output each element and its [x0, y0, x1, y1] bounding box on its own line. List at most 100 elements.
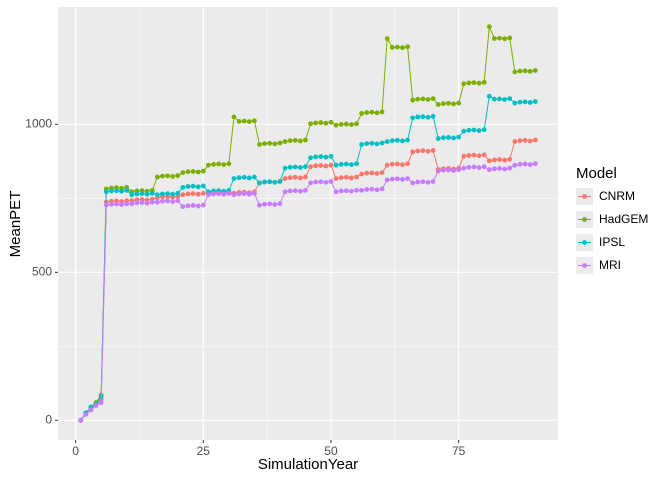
data-point [349, 175, 354, 181]
data-point [149, 199, 155, 205]
data-point [440, 167, 446, 173]
data-point [323, 154, 329, 160]
data-point [308, 155, 313, 161]
data-point [328, 153, 334, 159]
data-point [384, 36, 390, 41]
data-point [308, 180, 313, 186]
data-point [476, 128, 482, 133]
data-point [185, 184, 191, 189]
data-point [415, 179, 421, 185]
data-point [236, 118, 242, 124]
data-point [108, 201, 114, 207]
data-point [405, 176, 410, 181]
data-point [502, 166, 508, 172]
data-point [512, 162, 518, 168]
data-point [190, 183, 196, 189]
data-point [170, 199, 176, 204]
data-point [160, 198, 165, 204]
data-point [200, 190, 206, 196]
data-point [532, 161, 538, 167]
data-point [303, 137, 308, 143]
data-point [154, 192, 160, 198]
data-point [287, 175, 293, 181]
data-point [272, 179, 278, 185]
data-point [282, 165, 288, 171]
data-point [338, 188, 344, 194]
data-point [139, 200, 145, 205]
data-point [277, 201, 283, 207]
data-point [394, 137, 400, 143]
data-point [456, 100, 462, 106]
data-point [502, 36, 508, 42]
data-point [384, 162, 390, 168]
x-tick-label: 0 [72, 444, 79, 458]
data-point [165, 198, 170, 204]
data-point [466, 127, 472, 133]
data-point [195, 169, 201, 175]
data-point [481, 79, 487, 85]
data-point [129, 201, 135, 207]
data-point [124, 201, 130, 207]
data-point [349, 162, 354, 168]
data-point [497, 35, 502, 41]
data-point [461, 153, 467, 159]
y-tick-label: 1000 [25, 117, 52, 131]
data-point [297, 175, 303, 181]
data-point [374, 110, 380, 116]
data-point [481, 127, 487, 133]
data-point [492, 36, 497, 41]
y-axis-title: MeanPET [7, 191, 24, 258]
data-point [486, 24, 492, 30]
data-point [206, 192, 211, 198]
data-point [139, 191, 145, 197]
data-point [170, 174, 176, 179]
data-point [303, 187, 308, 193]
data-point [440, 101, 446, 107]
data-point [476, 153, 482, 159]
data-point [354, 174, 359, 180]
data-point [303, 174, 308, 180]
y-tick-label: 0 [45, 412, 52, 426]
data-point [114, 201, 119, 207]
data-point [200, 168, 206, 174]
data-point [83, 411, 89, 417]
data-point [114, 188, 119, 194]
data-point [154, 174, 160, 180]
data-point [522, 68, 528, 74]
data-point [364, 110, 370, 115]
data-point [236, 191, 242, 197]
data-point [303, 164, 308, 170]
data-point [323, 120, 329, 126]
data-point [221, 162, 227, 168]
data-point [481, 164, 487, 170]
data-point [415, 96, 421, 102]
data-point [195, 203, 201, 209]
data-point [262, 179, 267, 185]
data-point [354, 161, 359, 167]
data-point [251, 190, 257, 196]
data-point [532, 137, 538, 143]
data-point [400, 45, 405, 51]
data-point [389, 44, 395, 50]
data-point [313, 154, 319, 160]
data-point [364, 170, 370, 176]
data-point [471, 152, 477, 158]
data-point [103, 202, 109, 208]
data-point [251, 174, 257, 180]
data-point [144, 200, 150, 206]
data-point [389, 176, 395, 182]
data-point [313, 120, 319, 126]
x-tick-label: 50 [324, 444, 338, 458]
data-point [292, 164, 298, 170]
data-point [430, 147, 436, 153]
data-point [456, 134, 462, 140]
data-point [410, 180, 416, 186]
data-point [216, 161, 222, 167]
data-point [78, 417, 84, 423]
data-point [292, 174, 298, 180]
data-point [333, 122, 339, 128]
data-point [400, 162, 405, 168]
data-point [313, 163, 319, 169]
data-point [195, 184, 201, 190]
data-point [165, 173, 170, 179]
